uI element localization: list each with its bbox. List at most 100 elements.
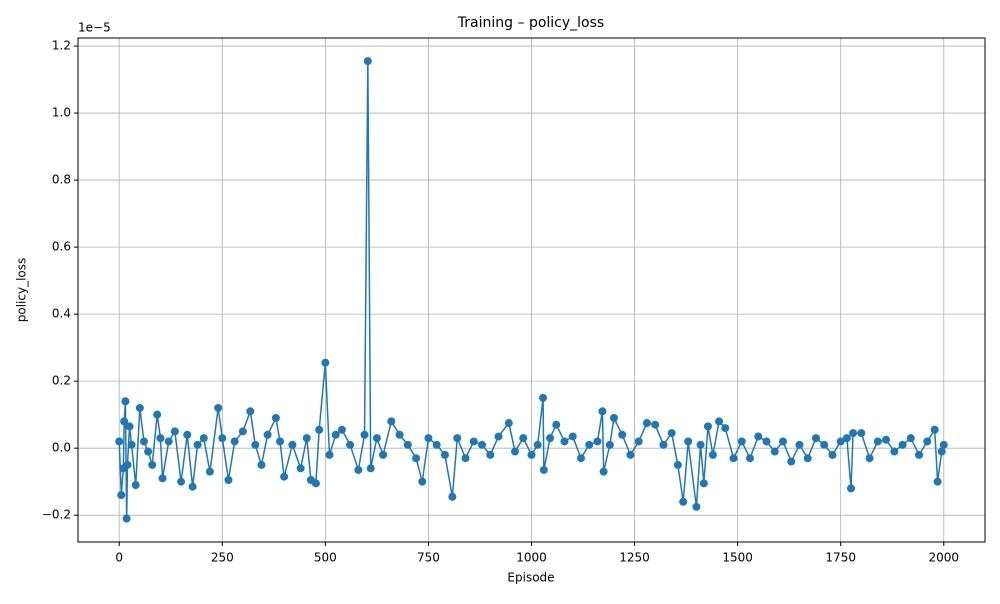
x-tick-label: 2000	[928, 551, 959, 565]
point	[387, 417, 396, 426]
point	[585, 440, 594, 449]
y-tick-label: −0.2	[42, 508, 71, 522]
point	[346, 440, 355, 449]
point	[183, 430, 192, 439]
point	[366, 464, 375, 473]
point	[461, 454, 470, 463]
point	[684, 437, 693, 446]
point	[511, 447, 520, 456]
y-offset-text: 1e−5	[78, 21, 111, 35]
point	[372, 434, 381, 443]
point	[424, 434, 433, 443]
point	[354, 465, 363, 474]
point	[605, 440, 614, 449]
point	[432, 440, 441, 449]
point	[770, 447, 779, 456]
point	[478, 440, 487, 449]
point	[271, 414, 280, 423]
point	[125, 422, 134, 431]
point	[762, 437, 771, 446]
point	[418, 477, 427, 486]
point	[337, 425, 346, 434]
point	[865, 454, 874, 463]
point	[527, 450, 536, 459]
point	[609, 414, 618, 423]
point	[568, 432, 577, 441]
point	[842, 434, 851, 443]
point	[440, 450, 449, 459]
point	[494, 432, 503, 441]
point	[403, 440, 412, 449]
point	[898, 440, 907, 449]
point	[153, 410, 162, 419]
point	[820, 440, 829, 449]
y-tick-label: 0.2	[52, 374, 71, 388]
point	[412, 454, 421, 463]
x-tick-label: 500	[314, 551, 337, 565]
point	[123, 460, 132, 469]
point	[115, 437, 124, 446]
point	[828, 450, 837, 459]
point	[857, 429, 866, 438]
point	[325, 450, 334, 459]
point	[915, 450, 924, 459]
y-tick-label: 0.6	[52, 240, 71, 254]
point	[121, 397, 130, 406]
point	[218, 434, 227, 443]
point	[795, 440, 804, 449]
point	[199, 434, 208, 443]
point	[158, 474, 167, 483]
point	[193, 440, 202, 449]
point	[598, 407, 607, 416]
point	[127, 440, 136, 449]
point	[188, 482, 197, 491]
point	[937, 447, 946, 456]
y-tick-label: 0.8	[52, 173, 71, 187]
point	[214, 403, 223, 412]
point	[626, 450, 635, 459]
y-tick-label: 1.2	[52, 39, 71, 53]
point	[679, 497, 688, 506]
point	[699, 479, 708, 488]
point	[576, 454, 585, 463]
point	[754, 432, 763, 441]
point	[715, 417, 724, 426]
point	[539, 465, 548, 474]
point	[486, 450, 495, 459]
point	[618, 430, 627, 439]
point	[906, 434, 915, 443]
point	[177, 477, 186, 486]
x-axis-label: Episode	[507, 571, 554, 585]
point	[321, 358, 330, 367]
y-tick-label: 0.0	[52, 441, 71, 455]
point	[651, 420, 660, 429]
point	[315, 425, 324, 434]
point	[673, 460, 682, 469]
point	[164, 437, 173, 446]
point	[379, 450, 388, 459]
point	[560, 437, 569, 446]
point	[120, 417, 129, 426]
x-tick-label: 1250	[619, 551, 650, 565]
point	[659, 440, 668, 449]
point	[144, 447, 153, 456]
point	[787, 457, 796, 466]
point	[634, 437, 643, 446]
point	[811, 434, 820, 443]
point	[803, 454, 812, 463]
point	[131, 481, 140, 490]
point	[519, 434, 528, 443]
x-tick-label: 0	[115, 551, 123, 565]
point	[721, 424, 730, 433]
point	[504, 419, 513, 428]
point	[930, 425, 939, 434]
x-tick-label: 1750	[825, 551, 856, 565]
point	[257, 460, 266, 469]
point	[539, 393, 548, 402]
point	[703, 422, 712, 431]
point	[890, 447, 899, 456]
point	[729, 454, 738, 463]
point	[288, 440, 297, 449]
point	[593, 437, 602, 446]
